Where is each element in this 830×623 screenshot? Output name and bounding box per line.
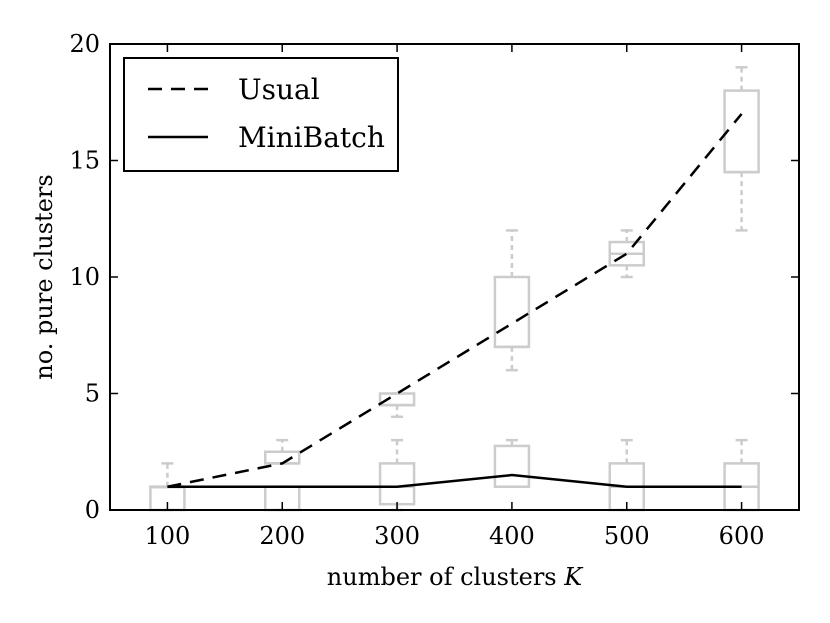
tick-labels: 100 200 300 400 500 600 0 5 10 15 20 — [69, 30, 764, 550]
x-tick-label-500: 500 — [604, 522, 650, 550]
y-tick-label-5: 5 — [85, 380, 100, 408]
legend-box — [123, 57, 399, 172]
box-body — [493, 444, 531, 488]
boxplot-usual-400 — [493, 229, 531, 372]
boxplot-usual-600 — [723, 66, 760, 232]
legend-label-minibatch: MiniBatch — [238, 121, 385, 154]
boxplot-minibatch-600 — [723, 438, 760, 512]
y-tick-label-15: 15 — [69, 147, 100, 175]
boxplot-usual-300 — [378, 392, 416, 419]
x-tick-label-200: 200 — [259, 522, 305, 550]
y-tick-label-0: 0 — [85, 496, 100, 524]
series-line-usual — [167, 113, 743, 488]
y-tick-label-10: 10 — [69, 263, 100, 291]
box-body — [723, 89, 760, 174]
x-axis-label-variable: K — [563, 563, 584, 591]
y-tick-label-20: 20 — [69, 30, 100, 58]
boxplot-minibatch-300 — [378, 438, 416, 512]
x-tick-label-300: 300 — [374, 522, 420, 550]
box-body — [378, 462, 416, 506]
y-axis-label: no. pure clusters — [30, 174, 58, 379]
x-tick-label-600: 600 — [719, 522, 765, 550]
boxplot-usual-200 — [264, 438, 301, 465]
box-body — [493, 275, 531, 349]
x-tick-label-100: 100 — [145, 522, 191, 550]
x-tick-label-400: 400 — [489, 522, 535, 550]
x-axis-label: number of clusters K — [327, 563, 584, 591]
series-lines — [167, 113, 743, 488]
boxplot-minibatch-400 — [493, 438, 531, 488]
legend: Usual MiniBatch — [123, 57, 399, 172]
boxplot-usual-500 — [608, 229, 645, 279]
x-axis-label-text: number of clusters — [327, 563, 557, 591]
axis-ticks — [110, 43, 799, 511]
boxplot-minibatch-500 — [608, 438, 645, 512]
legend-label-usual: Usual — [238, 73, 320, 106]
series-line-minibatch — [167, 473, 742, 488]
box-body — [264, 450, 301, 465]
